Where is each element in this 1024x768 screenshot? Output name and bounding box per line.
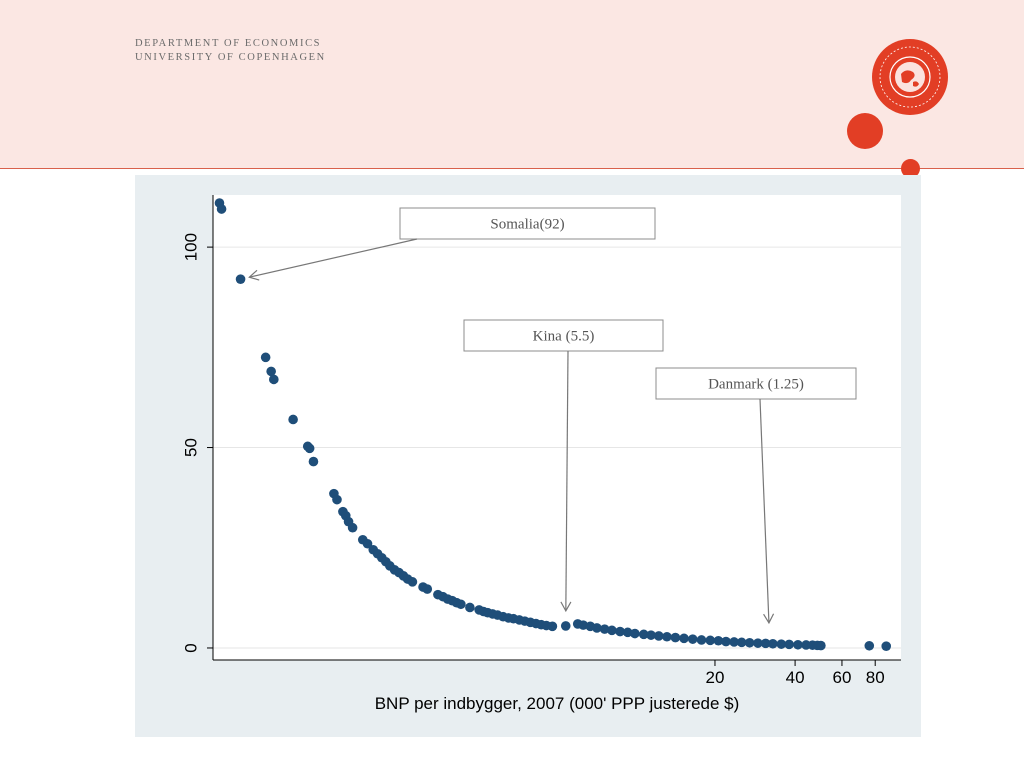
data-point bbox=[407, 577, 418, 587]
data-point bbox=[662, 631, 672, 642]
data-point bbox=[288, 414, 298, 425]
data-point bbox=[687, 634, 698, 644]
annotation-arrow-head bbox=[560, 601, 572, 613]
data-point bbox=[615, 626, 625, 637]
data-point bbox=[599, 624, 610, 634]
data-point bbox=[304, 443, 315, 454]
data-point bbox=[422, 584, 433, 594]
data-point bbox=[638, 629, 649, 640]
data-point bbox=[592, 623, 602, 633]
data-point bbox=[753, 638, 763, 648]
data-point bbox=[465, 602, 475, 613]
annotation-label: Somalia(92) bbox=[490, 217, 564, 233]
data-point bbox=[260, 352, 271, 363]
annotation-label: Kina (5.5) bbox=[533, 329, 595, 345]
university-line: UNIVERSITY OF COPENHAGEN bbox=[135, 52, 326, 63]
data-point bbox=[670, 632, 681, 643]
data-point bbox=[547, 621, 558, 632]
data-point bbox=[696, 635, 707, 645]
department-line: DEPARTMENT OF ECONOMICS bbox=[135, 38, 322, 49]
decorative-circle-small bbox=[901, 159, 920, 178]
data-point bbox=[705, 635, 716, 646]
data-point bbox=[646, 630, 656, 640]
university-seal-logo bbox=[872, 39, 948, 115]
data-point bbox=[721, 636, 731, 647]
annotation-arrow-line bbox=[249, 238, 418, 278]
data-point bbox=[864, 640, 875, 651]
data-point bbox=[622, 627, 633, 638]
data-point bbox=[736, 637, 747, 648]
data-point bbox=[744, 637, 755, 648]
data-point bbox=[768, 638, 778, 649]
data-point bbox=[713, 635, 724, 646]
annotation-box bbox=[463, 319, 664, 352]
x-tick-label: 60 bbox=[832, 668, 851, 687]
data-point bbox=[630, 628, 640, 639]
annotation-arrow-head bbox=[248, 269, 260, 281]
data-point bbox=[362, 538, 373, 549]
x-tick-label: 20 bbox=[706, 668, 725, 687]
data-point bbox=[269, 374, 279, 385]
data-point bbox=[776, 639, 787, 649]
y-tick-label: 100 bbox=[182, 233, 201, 261]
data-point bbox=[793, 639, 803, 650]
department-name: DEPARTMENT OF ECONOMICS UNIVERSITY OF CO… bbox=[135, 37, 326, 65]
data-point bbox=[784, 639, 794, 650]
data-point bbox=[456, 599, 466, 610]
data-point bbox=[308, 456, 319, 467]
annotation-label: Danmark (1.25) bbox=[708, 377, 804, 393]
x-axis-title: BNP per indbygger, 2007 (000' PPP juster… bbox=[375, 694, 740, 713]
data-point bbox=[881, 641, 892, 651]
data-point bbox=[216, 204, 227, 214]
data-point bbox=[816, 640, 826, 651]
data-point bbox=[729, 637, 739, 647]
annotation-arrow-line bbox=[565, 350, 569, 611]
data-point bbox=[332, 494, 342, 505]
data-point bbox=[679, 633, 689, 644]
y-tick-label: 0 bbox=[182, 643, 201, 652]
data-point bbox=[266, 366, 276, 377]
plot-area bbox=[213, 195, 901, 660]
annotation-arrow-line bbox=[759, 398, 770, 623]
annotation-arrow-head bbox=[763, 613, 775, 625]
annotation-box bbox=[655, 367, 857, 400]
data-point bbox=[760, 638, 771, 649]
annotation-box bbox=[399, 207, 656, 240]
data-point bbox=[653, 631, 664, 641]
x-tick-label: 80 bbox=[866, 668, 885, 687]
data-point bbox=[607, 625, 617, 636]
decorative-circle-large bbox=[847, 113, 883, 149]
data-point bbox=[235, 274, 246, 284]
y-tick-label: 50 bbox=[182, 438, 201, 457]
chart-panel: 0 50 100 20 40 60 80 Somalia(92) Kina (5.5) Danm… bbox=[135, 175, 921, 737]
scatter-chart: 0 50 100 20 40 60 80 Somalia(92) Kina (5.5) Danm… bbox=[182, 195, 901, 713]
data-point bbox=[347, 522, 358, 533]
x-tick-label: 40 bbox=[786, 668, 805, 687]
data-point bbox=[560, 621, 571, 631]
